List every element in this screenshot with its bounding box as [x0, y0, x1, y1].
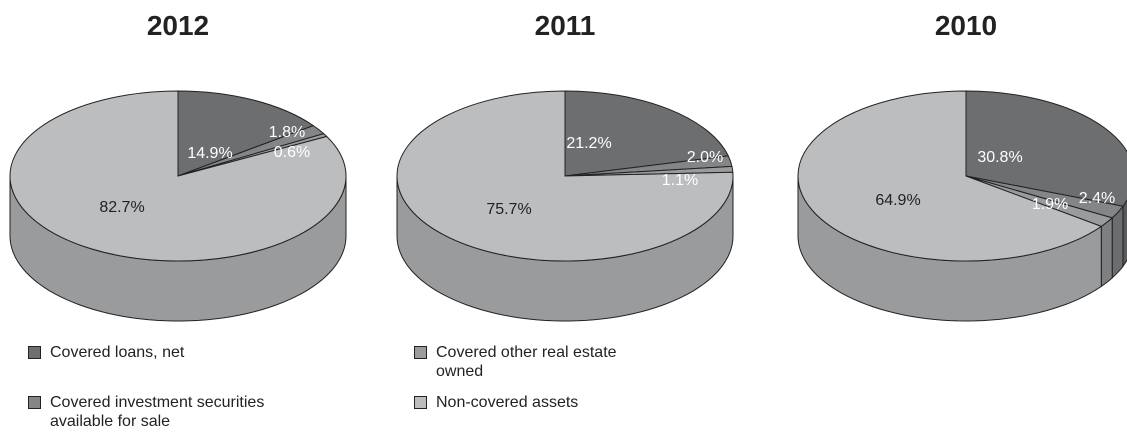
pie-title: 2011	[535, 10, 596, 41]
pie-slice-non_covered	[9, 90, 347, 262]
slice-label-non_covered: 75.7%	[486, 201, 531, 218]
pie-title: 2010	[935, 10, 997, 41]
pie-chart-2012: 2012 14.9% 1.8% 0.6% 82.7%	[9, 10, 347, 322]
pie-slice-covered_loans	[177, 90, 315, 177]
slice-label-covered_loans: 21.2%	[566, 135, 611, 152]
slice-label-covered_securities: 2.4%	[1079, 190, 1115, 207]
pie-slice-non_covered	[797, 90, 1103, 262]
slice-label-non_covered: 64.9%	[875, 192, 920, 209]
slice-label-covered_securities: 1.8%	[269, 124, 305, 141]
pie-side	[797, 175, 1127, 322]
pie-side-covered_oreo	[1100, 216, 1113, 288]
pie-title: 2012	[147, 10, 209, 41]
slice-label-covered_oreo: 1.9%	[1032, 196, 1068, 213]
slice-label-covered_loans: 30.8%	[977, 149, 1022, 166]
slice-label-non_covered: 82.7%	[99, 199, 144, 216]
slice-label-covered_oreo: 0.6%	[274, 144, 310, 161]
slice-label-covered_loans: 14.9%	[187, 145, 232, 162]
pie-chart-2011: 2011 21.2% 2.0% 1.1% 75.7%	[396, 10, 734, 322]
slice-label-covered_oreo: 1.1%	[662, 172, 698, 189]
pie-slice-non_covered	[396, 90, 734, 262]
pie-slice-covered_loans	[564, 90, 729, 177]
pie-slice-covered_loans	[965, 90, 1127, 207]
slice-label-covered_securities: 2.0%	[687, 149, 723, 166]
pie-chart-2010: 2010 30.8% 2.4% 1.9% 64.9%	[797, 10, 1127, 322]
